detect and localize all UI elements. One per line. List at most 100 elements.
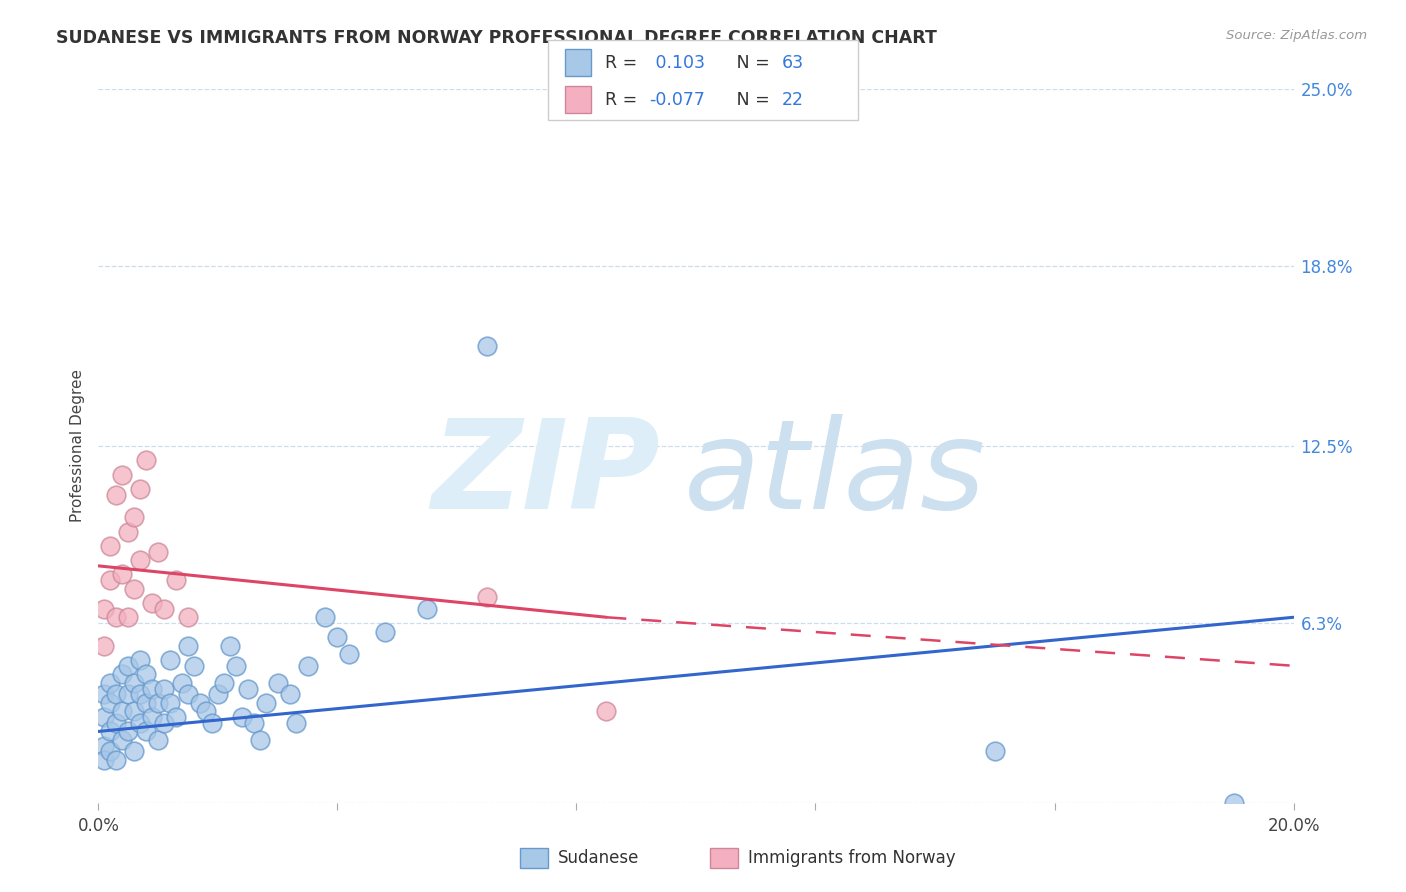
Point xyxy=(159,696,181,710)
Point xyxy=(141,710,163,724)
Point xyxy=(105,715,128,730)
Text: 63: 63 xyxy=(782,54,804,71)
Point xyxy=(326,630,349,644)
Point xyxy=(93,753,115,767)
Point xyxy=(177,687,200,701)
Point xyxy=(212,676,235,690)
Point xyxy=(374,624,396,639)
Point xyxy=(117,687,139,701)
Point xyxy=(98,724,122,739)
Point xyxy=(124,510,146,524)
Text: -0.077: -0.077 xyxy=(650,91,706,109)
Point xyxy=(148,733,170,747)
Point xyxy=(475,339,498,353)
Point xyxy=(1223,796,1246,810)
Point xyxy=(98,744,122,758)
Point xyxy=(207,687,229,701)
Point xyxy=(98,573,122,587)
Point xyxy=(124,582,146,596)
Text: Sudanese: Sudanese xyxy=(558,849,640,867)
Point xyxy=(105,753,128,767)
Point xyxy=(297,658,319,673)
Point xyxy=(595,705,617,719)
Point xyxy=(475,591,498,605)
Point xyxy=(172,676,194,690)
Point xyxy=(135,696,157,710)
Point xyxy=(141,596,163,610)
Point xyxy=(124,705,146,719)
Point xyxy=(254,696,277,710)
Point xyxy=(243,715,266,730)
Y-axis label: Professional Degree: Professional Degree xyxy=(70,369,86,523)
Point xyxy=(129,553,152,567)
Text: SUDANESE VS IMMIGRANTS FROM NORWAY PROFESSIONAL DEGREE CORRELATION CHART: SUDANESE VS IMMIGRANTS FROM NORWAY PROFE… xyxy=(56,29,938,46)
Point xyxy=(315,610,337,624)
Point xyxy=(339,648,361,662)
Point xyxy=(148,696,170,710)
Point xyxy=(105,610,128,624)
Point xyxy=(111,567,134,582)
Point xyxy=(129,482,152,496)
Point xyxy=(117,610,139,624)
Point xyxy=(278,687,301,701)
Text: R =: R = xyxy=(605,91,643,109)
Point xyxy=(177,639,200,653)
Point xyxy=(93,687,115,701)
Point xyxy=(111,467,134,482)
Point xyxy=(249,733,271,747)
Point xyxy=(93,601,115,615)
Point xyxy=(183,658,205,673)
Point xyxy=(984,744,1007,758)
Point xyxy=(141,681,163,696)
Point xyxy=(177,610,200,624)
Text: atlas: atlas xyxy=(685,414,986,535)
Point xyxy=(93,639,115,653)
Point xyxy=(416,601,439,615)
Point xyxy=(165,710,187,724)
Text: 0.103: 0.103 xyxy=(650,54,704,71)
Point xyxy=(129,715,152,730)
Point xyxy=(219,639,242,653)
Point xyxy=(159,653,181,667)
Point xyxy=(93,739,115,753)
Point xyxy=(135,667,157,681)
Point xyxy=(117,524,139,539)
Point xyxy=(153,715,176,730)
Text: R =: R = xyxy=(605,54,643,71)
Point xyxy=(111,733,134,747)
Point xyxy=(201,715,224,730)
Point xyxy=(117,724,139,739)
Text: N =: N = xyxy=(720,91,775,109)
Point xyxy=(165,573,187,587)
Point xyxy=(267,676,290,690)
Text: Immigrants from Norway: Immigrants from Norway xyxy=(748,849,956,867)
Text: Source: ZipAtlas.com: Source: ZipAtlas.com xyxy=(1226,29,1367,42)
Point xyxy=(153,681,176,696)
Point xyxy=(195,705,218,719)
Point xyxy=(135,724,157,739)
Point xyxy=(111,667,134,681)
Point xyxy=(135,453,157,467)
Point xyxy=(117,658,139,673)
Text: 22: 22 xyxy=(782,91,804,109)
Point xyxy=(105,487,128,501)
Point xyxy=(124,744,146,758)
Point xyxy=(105,687,128,701)
Point xyxy=(98,676,122,690)
Point xyxy=(225,658,247,673)
Text: N =: N = xyxy=(720,54,775,71)
Point xyxy=(231,710,253,724)
Point xyxy=(124,676,146,690)
Point xyxy=(98,696,122,710)
Point xyxy=(284,715,307,730)
Text: ZIP: ZIP xyxy=(432,414,661,535)
Point xyxy=(98,539,122,553)
Point xyxy=(236,681,259,696)
Point xyxy=(129,687,152,701)
Point xyxy=(111,705,134,719)
Point xyxy=(129,653,152,667)
Point xyxy=(188,696,211,710)
Point xyxy=(148,544,170,558)
Point xyxy=(93,710,115,724)
Point xyxy=(153,601,176,615)
